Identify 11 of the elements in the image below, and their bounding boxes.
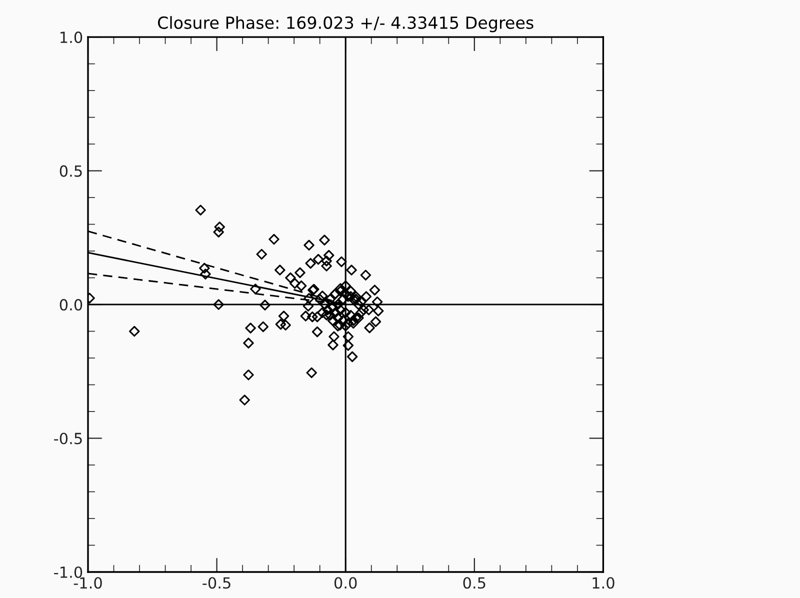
x-tick-label: 0.5 xyxy=(463,577,486,589)
y-tick-label: -1.0 xyxy=(54,566,82,578)
y-tick-label: 0.0 xyxy=(60,298,82,311)
y-tick-label: -0.5 xyxy=(54,432,82,444)
chart-title: Closure Phase: 169.023 +/- 4.33415 Degrees xyxy=(158,16,534,32)
x-tick-label: -0.5 xyxy=(202,577,230,589)
y-tick-label: 0.5 xyxy=(60,165,82,177)
x-tick-label: 1.0 xyxy=(592,577,614,589)
x-tick-label: 0.0 xyxy=(334,577,357,589)
y-tick-label: 1.0 xyxy=(60,32,82,44)
x-tick-label: -1.0 xyxy=(74,577,102,589)
